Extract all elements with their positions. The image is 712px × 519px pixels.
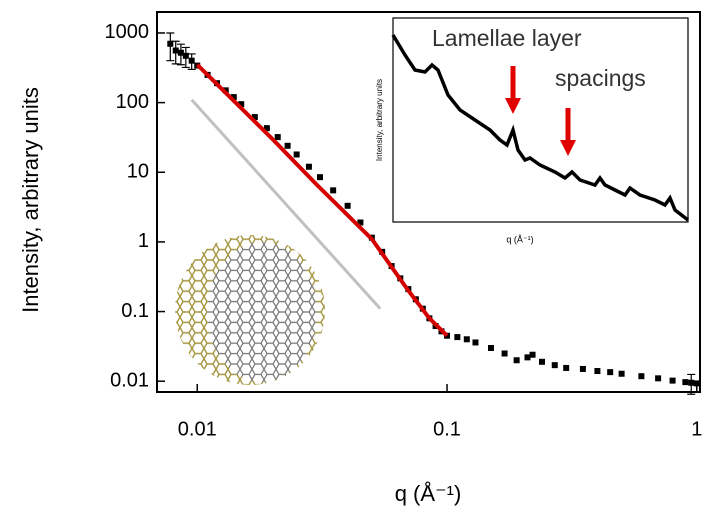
fit-line (190, 98, 382, 310)
data-point (501, 350, 508, 357)
data-point (263, 125, 270, 132)
inset-curve (391, 34, 690, 222)
x-tick-label: 0.1 (433, 418, 461, 440)
annotation: Lamellae layer (432, 25, 582, 51)
data-point (238, 101, 245, 108)
data-point (669, 377, 676, 384)
data-point (330, 187, 337, 194)
plot-frame (156, 11, 701, 393)
y-tick-label: 1 (138, 230, 149, 252)
y-tick-label: 100 (116, 91, 149, 113)
data-point (682, 379, 689, 386)
data-point (316, 174, 323, 181)
x-tick-label: 0.01 (178, 418, 217, 440)
data-point (463, 336, 470, 343)
data-point (293, 151, 300, 158)
data-point (357, 219, 364, 226)
data-point (693, 380, 700, 387)
arrow (505, 66, 576, 156)
data-point (594, 368, 601, 375)
data-point (284, 142, 291, 149)
data-point (538, 358, 545, 365)
data-point (513, 357, 520, 364)
y-tick-label: 10 (127, 161, 149, 183)
data-point (655, 375, 662, 382)
data-point (488, 344, 495, 351)
error-bar (166, 32, 175, 62)
data-point (638, 373, 645, 380)
data-point (305, 163, 312, 170)
data-point (230, 94, 237, 101)
annotation: spacings (555, 65, 646, 91)
inset-frame (392, 17, 689, 223)
data-point (551, 362, 558, 369)
fit-line (195, 63, 449, 338)
data-point (172, 47, 179, 54)
data-point (251, 114, 258, 121)
data-point (274, 134, 281, 141)
data-point (618, 370, 625, 377)
data-point (472, 339, 479, 346)
data-point (529, 351, 536, 358)
x-axis-label: q (Å⁻¹) (395, 481, 462, 506)
data-point (524, 354, 531, 361)
data-point (167, 40, 174, 47)
y-tick-label: 0.01 (110, 369, 149, 391)
data-point (177, 49, 184, 56)
data-point (188, 57, 195, 64)
nanoparticle-illustration (175, 235, 325, 385)
data-point (579, 365, 586, 372)
data-point (182, 52, 189, 59)
data-point (688, 379, 695, 386)
y-tick-label: 0.1 (121, 300, 149, 322)
data-point (454, 334, 461, 341)
data-point (607, 369, 614, 376)
data-point (344, 202, 351, 209)
y-tick-label: 1000 (105, 21, 150, 43)
x-tick-label: 1 (691, 418, 702, 440)
y-axis-label: Intensity, arbitrary units (18, 87, 43, 313)
inset-y-label: Intensity, arbitrary units (375, 79, 384, 161)
inset-x-label: q (Å⁻¹) (506, 234, 533, 244)
data-point (563, 364, 570, 371)
